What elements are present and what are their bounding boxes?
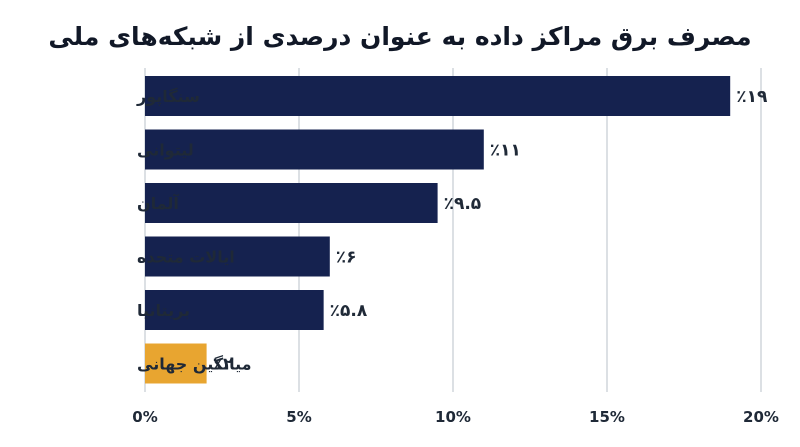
bar (145, 290, 324, 330)
chart-title: مصرف برق مراکز داده به عنوان درصدی از شب… (48, 22, 751, 52)
bar (145, 236, 330, 277)
bars (145, 76, 731, 384)
bar (145, 343, 207, 384)
category-label: آلمان (137, 193, 179, 213)
x-tick-label: 0% (132, 408, 157, 426)
bar (145, 183, 438, 223)
x-tick-label: 15% (589, 408, 625, 426)
category-label: میانگین جهانی (137, 355, 252, 374)
category-label: لیتوانی (137, 141, 194, 160)
x-tick-label: 5% (286, 408, 311, 426)
x-tick-labels: 0% 5% 10% 15% 20% (132, 408, 779, 426)
bar (145, 76, 731, 116)
value-labels: ٪۱۹ ٪۱۱ ٪۹.۵ ٪۶ ٪۵.۸ ٪۲ (213, 87, 768, 375)
category-label: ایالات متحده (137, 248, 235, 267)
x-tick-label: 10% (435, 408, 471, 426)
value-label: ٪۹.۵ (444, 194, 482, 214)
category-labels: سنگاپور لیتوانی آلمان ایالات متحده بریتانیا م… (136, 87, 252, 374)
value-label: ٪۱۹ (736, 87, 768, 107)
value-label: ٪۵.۸ (330, 301, 368, 321)
category-label: سنگاپور (136, 87, 200, 107)
value-label: ٪۱۱ (490, 141, 521, 161)
value-label: ٪۶ (336, 248, 357, 268)
bar (145, 129, 484, 170)
grid (144, 68, 762, 392)
x-tick-label: 20% (743, 408, 779, 426)
value-label: ٪۲ (213, 355, 234, 375)
category-label: بریتانیا (137, 301, 190, 320)
